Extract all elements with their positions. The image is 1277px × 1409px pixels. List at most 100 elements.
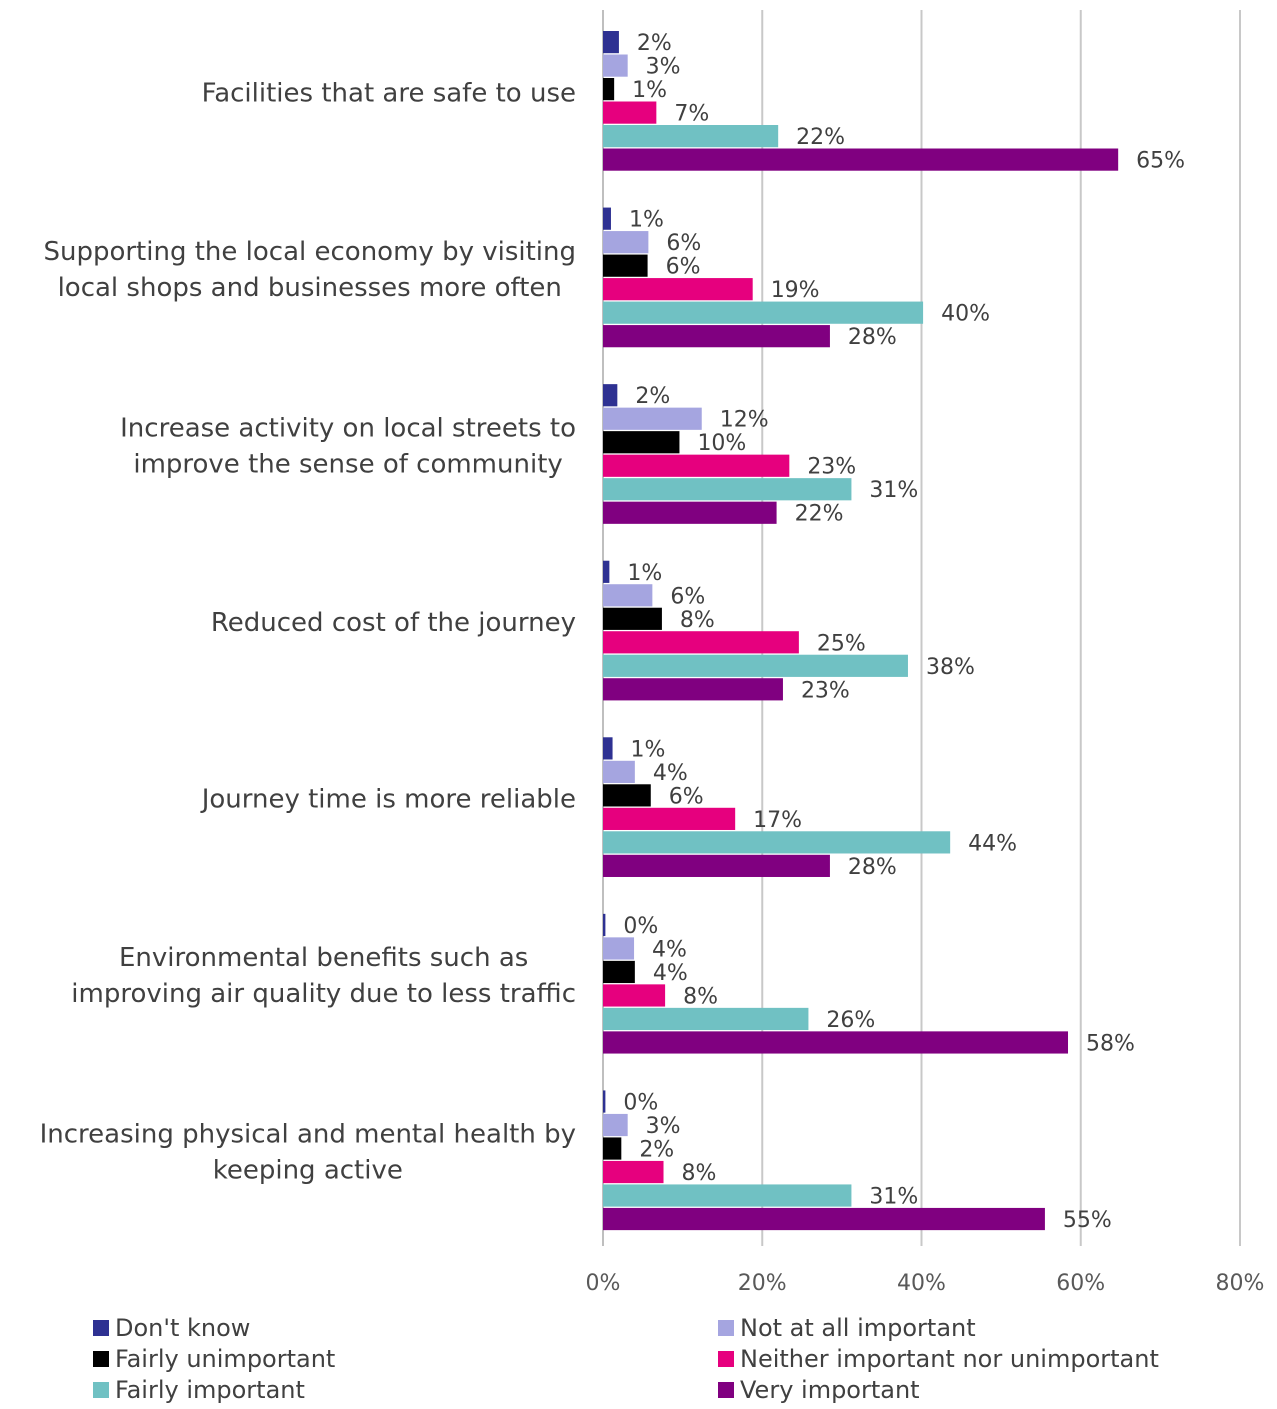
legend-label: Fairly unimportant (115, 1345, 335, 1373)
data-label: 6% (670, 584, 705, 609)
bar (603, 254, 648, 277)
legend-label: Very important (740, 1376, 920, 1404)
bar (603, 478, 852, 501)
data-label: 6% (666, 231, 701, 256)
bar (603, 937, 635, 960)
legend-label: Don't know (115, 1314, 250, 1342)
bar (603, 501, 777, 524)
data-label: 58% (1086, 1031, 1135, 1056)
data-labels: 2%3%1%7%22%65%1%6%6%19%40%28%2%12%10%23%… (623, 31, 1185, 1233)
bar (603, 325, 830, 348)
data-label: 2% (635, 384, 670, 409)
bar (603, 807, 736, 830)
category-label: Facilities that are safe to use (202, 78, 576, 108)
category-label: Supporting the local economy by visiting… (43, 237, 576, 303)
bar (603, 584, 653, 607)
data-label: 28% (848, 325, 897, 350)
category-label: Journey time is more reliable (200, 785, 576, 815)
bar (603, 607, 662, 630)
x-tick-label: 40% (897, 1271, 946, 1296)
bar (603, 831, 951, 854)
bar (603, 984, 666, 1007)
bar (603, 231, 649, 254)
data-label: 17% (753, 808, 802, 833)
bar (603, 454, 790, 477)
bars (603, 31, 1119, 1231)
bar (603, 1137, 622, 1160)
bar (603, 207, 611, 230)
bar (603, 1113, 628, 1137)
legend-swatch (93, 1351, 109, 1367)
data-label: 26% (826, 1008, 875, 1033)
bar (603, 631, 799, 654)
data-label: 40% (941, 302, 990, 327)
data-label: 6% (669, 784, 704, 809)
bar (603, 384, 618, 407)
bar (603, 784, 651, 807)
bar (603, 101, 657, 124)
legend-swatch (718, 1351, 734, 1367)
legend-label: Not at all important (740, 1314, 976, 1342)
data-label: 19% (771, 278, 820, 303)
legend-swatch (718, 1382, 734, 1398)
data-label: 8% (683, 984, 718, 1009)
category-label: Reduced cost of the journey (211, 608, 576, 638)
data-label: 7% (674, 102, 709, 127)
x-tick-label: 80% (1216, 1271, 1265, 1296)
legend-swatch (93, 1382, 109, 1398)
bar (603, 854, 830, 877)
data-label: 4% (652, 937, 687, 962)
data-label: 22% (795, 502, 844, 527)
bar (603, 278, 753, 301)
data-label: 12% (720, 408, 769, 433)
data-label: 23% (801, 678, 850, 703)
bar (603, 407, 702, 430)
bar (603, 301, 924, 324)
data-label: 0% (623, 1091, 658, 1116)
bar (603, 78, 615, 101)
bar (603, 737, 613, 760)
data-label: 1% (632, 78, 667, 103)
bar (603, 1160, 664, 1184)
data-label: 0% (623, 914, 658, 939)
bar (603, 654, 908, 677)
legend-swatch (718, 1320, 734, 1336)
data-label: 55% (1063, 1208, 1112, 1233)
data-label: 1% (631, 737, 666, 762)
data-label: 22% (796, 125, 845, 150)
bar (603, 1090, 606, 1113)
legend: Don't know Not at all important Fairly uni… (93, 1314, 1159, 1404)
bar (603, 1184, 852, 1207)
data-label: 44% (968, 831, 1017, 856)
data-label: 6% (666, 255, 701, 280)
data-label: 28% (848, 855, 897, 880)
data-label: 31% (869, 1185, 918, 1210)
data-label: 8% (682, 1161, 717, 1186)
data-label: 31% (869, 478, 918, 503)
category-label: Environmental benefits such as improving … (71, 943, 576, 1009)
bar (603, 431, 680, 454)
data-label: 10% (697, 431, 746, 456)
x-axis-ticks: 0% 20% 40% 60% 80% (586, 1271, 1265, 1296)
x-tick-label: 60% (1056, 1271, 1105, 1296)
data-label: 2% (639, 1138, 674, 1163)
data-label: 1% (629, 208, 664, 233)
bar (603, 1031, 1069, 1054)
category-label: Increase activity on local streets to imp… (120, 413, 576, 479)
data-label: 38% (926, 655, 975, 680)
bar (603, 560, 610, 583)
data-label: 25% (817, 631, 866, 656)
category-label: Increasing physical and mental health by… (40, 1120, 576, 1186)
x-tick-label: 20% (738, 1271, 787, 1296)
bar (603, 54, 628, 77)
bar (603, 125, 779, 148)
data-label: 65% (1136, 149, 1185, 174)
data-label: 8% (680, 608, 715, 633)
legend-swatch (93, 1320, 109, 1336)
bar (603, 31, 619, 54)
bar (603, 913, 606, 937)
bar (603, 1207, 1045, 1231)
data-label: 4% (653, 961, 688, 986)
category-labels: Facilities that are safe to use Supportin… (40, 78, 576, 1185)
bar (603, 1007, 809, 1031)
